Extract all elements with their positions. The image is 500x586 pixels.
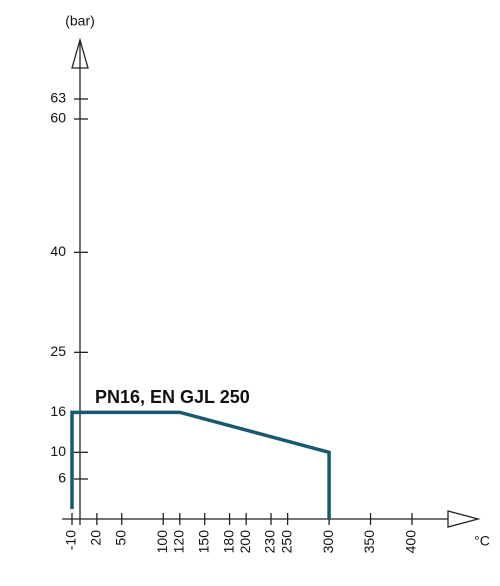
x-tick-label: 120 <box>171 530 187 554</box>
x-tick-label: 250 <box>278 530 294 554</box>
x-tick-label: 230 <box>262 530 278 554</box>
y-tick-label: 40 <box>50 243 66 259</box>
x-tick-label: 100 <box>154 530 170 554</box>
x-tick-label: 150 <box>195 530 211 554</box>
y-tick-label: 60 <box>50 110 66 126</box>
x-unit: °C <box>474 533 490 549</box>
y-tick-label: 63 <box>50 90 66 106</box>
y-tick-label: 16 <box>50 403 66 419</box>
y-axis-arrow <box>71 37 89 69</box>
x-tick-label: 20 <box>88 530 104 546</box>
x-tick-label: 200 <box>237 530 253 554</box>
series-line <box>70 410 331 519</box>
x-tick-label: 350 <box>361 530 377 554</box>
annotation: PN16, EN GJL 250 <box>95 387 250 407</box>
y-tick-label: 6 <box>58 470 66 486</box>
y-unit: (bar) <box>65 13 95 29</box>
y-tick-label: 25 <box>50 343 66 359</box>
x-tick-label: 180 <box>220 530 236 554</box>
x-tick-label: 300 <box>320 530 336 554</box>
x-tick-label: 50 <box>112 530 128 546</box>
y-tick-label: 10 <box>50 443 66 459</box>
x-tick-label: 400 <box>403 530 419 554</box>
x-axis-arrow <box>447 510 481 528</box>
x-tick-label: -10 <box>63 530 79 550</box>
